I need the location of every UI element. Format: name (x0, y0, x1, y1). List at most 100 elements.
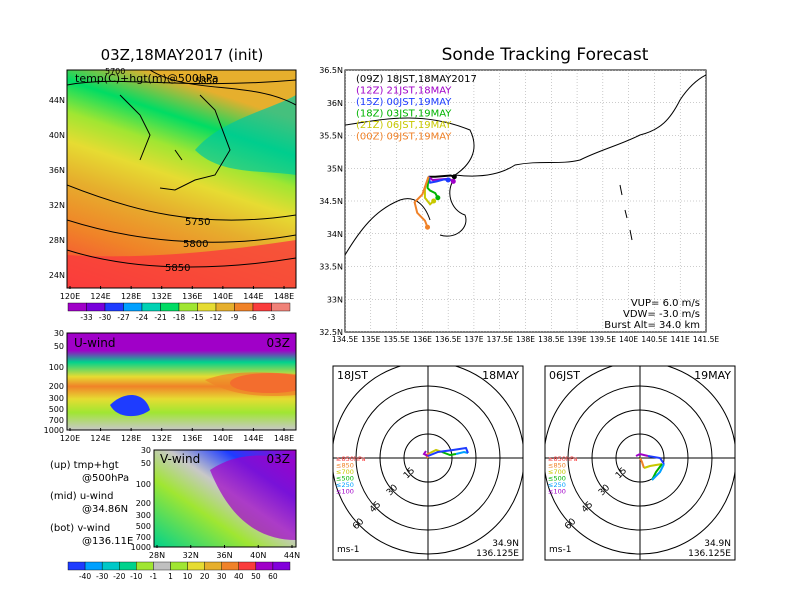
hodograph-level: ≥850hPa (548, 455, 578, 463)
map500-lon-label: 120E (60, 292, 80, 301)
track-lat-label: 32.5N (319, 328, 343, 337)
map500-colorbar-swatch (86, 302, 106, 312)
contour-5850-north (149, 70, 296, 106)
wind-colorbar-label: -30 (96, 572, 108, 581)
note-mid-1: (mid) u-wind (50, 491, 113, 502)
map500-colorbar-swatch (234, 302, 254, 312)
map500-lon-label: 148E (274, 292, 294, 301)
wind-colorbar-label: -10 (130, 572, 142, 581)
track-lat-label: 33.5N (319, 263, 343, 272)
track-lat-label: 35.5N (319, 132, 343, 141)
hodograph-unit: ms-1 (549, 545, 571, 555)
map500-colorbar-label: -15 (191, 313, 203, 322)
hodograph-lon: 136.125E (688, 549, 731, 559)
japan-outline (119, 94, 231, 191)
contour-label-5750: 5750 (185, 217, 210, 228)
track-line (413, 176, 430, 228)
uwind-lon-label: 144E (243, 434, 263, 443)
wind-colorbar-label: 30 (217, 572, 227, 581)
map500-colorbar-swatch (271, 302, 291, 312)
track-lon-label: 135E (361, 335, 380, 344)
uwind-lon-label: 132E (152, 434, 172, 443)
map500-colorbar-label: -12 (210, 313, 222, 322)
note-bot-1: (bot) v-wind (50, 523, 110, 534)
izu-islands (619, 184, 633, 241)
track-landing-point (435, 195, 441, 201)
track-legend-item: (09Z) 18JST,18MAY2017 (356, 74, 477, 85)
track-legend: (09Z) 18JST,18MAY2017(12Z) 21JST,18MAY(1… (356, 74, 477, 143)
map500-lon-label: 128E (121, 292, 141, 301)
track-lon-label: 139E (568, 335, 587, 344)
wind-colorbar-label: 20 (200, 572, 210, 581)
uwind-lon-label: 120E (60, 434, 80, 443)
track-grid (345, 70, 706, 332)
map500-colorbar-label: -18 (173, 313, 185, 322)
track-lon-label: 141E (671, 335, 690, 344)
wind-colorbar-swatch (170, 561, 188, 571)
note-mid-2: @34.86N (82, 504, 128, 515)
uwind-time: 03Z (267, 336, 291, 350)
hodograph-level: ≥850hPa (336, 455, 366, 463)
kii-peninsula-coast (439, 177, 467, 237)
hodograph-trace (422, 450, 429, 457)
vwind-p-label: 100 (136, 480, 151, 489)
uwind-p-label: 50 (54, 342, 64, 351)
vwind-p-label: 500 (136, 522, 151, 531)
track-burst: Burst Alt= 34.0 km (604, 320, 700, 331)
wind-colorbar-swatch (84, 561, 103, 571)
track-line (428, 174, 455, 178)
track-lat-ticks: 36.5N 36N 35.5N 35N 34.5N 34N 33.5N 33N 32.5N (319, 66, 343, 337)
track-lat-label: 36.5N (319, 66, 343, 75)
vwind-p-label: 30 (141, 446, 151, 455)
hodograph-date: 19MAY (694, 369, 731, 382)
track-lon-ticks: 134.5E 135E 135.5E 136E 136.5E 137E 137.5E 138E… (332, 335, 719, 344)
track-lon-label: 136E (413, 335, 432, 344)
vwind-lat-label: 32N (183, 551, 199, 560)
track-lon-label: 139.5E (590, 335, 616, 344)
vwind-lat-label: 40N (250, 551, 266, 560)
wind-colorbar-label: 40 (234, 572, 244, 581)
hodograph-level: ≤500 (548, 475, 566, 483)
map500-lat-label: 32N (49, 201, 65, 210)
hodograph-unit: ms-1 (337, 545, 359, 555)
wind-colorbar-label: 1 (168, 572, 173, 581)
vwind-lat-label: 36N (216, 551, 232, 560)
track-line (426, 176, 439, 199)
track-lat-label: 35N (327, 164, 343, 173)
vwind-northerly (210, 455, 296, 540)
contour-5750 (67, 184, 296, 221)
map500-cold-blob (195, 95, 296, 175)
map500-colorbar-swatch (197, 302, 217, 312)
legend-notes: (up) tmp+hgt @500hPa (mid) u-wind @34.86… (50, 460, 133, 547)
hodograph-level: ≤100 (548, 488, 566, 496)
wind-colorbar-label: -20 (113, 572, 125, 581)
map500-colorbar-label: -6 (249, 313, 257, 322)
track-lat-label: 34.5N (319, 197, 343, 206)
note-up-2: @500hPa (82, 473, 129, 484)
map500-colorbar-swatch (160, 302, 180, 312)
map500-colorbar-swatch (178, 302, 198, 312)
map500-lon-label: 144E (243, 292, 263, 301)
wind-colorbar-swatch (255, 561, 274, 571)
map500-colorbar-label: -30 (99, 313, 111, 322)
left-title: 03Z,18MAY2017 (init) (101, 46, 264, 64)
hodograph-lat: 34.9N (704, 539, 731, 549)
map500-label: temp(C)+hgt(m)@500hPa (75, 72, 219, 85)
uwind-lon-label: 128E (121, 434, 141, 443)
vwind-lat-ticks: 28N 32N 36N 40N 44N (149, 545, 300, 560)
wind-colorbar-label: -1 (150, 572, 158, 581)
contour-5850 (67, 249, 296, 268)
track-lat-label: 34N (327, 230, 343, 239)
map500-warm-band (67, 240, 296, 288)
hodograph-level: ≤250 (548, 481, 566, 489)
map500-colorbar-label: -9 (231, 313, 239, 322)
map500-lat-label: 24N (49, 271, 65, 280)
map500-colorbar-swatch (104, 302, 124, 312)
track-line (427, 176, 449, 184)
map500-lat-label: 44N (49, 96, 65, 105)
uwind-label: U-wind (74, 336, 115, 350)
